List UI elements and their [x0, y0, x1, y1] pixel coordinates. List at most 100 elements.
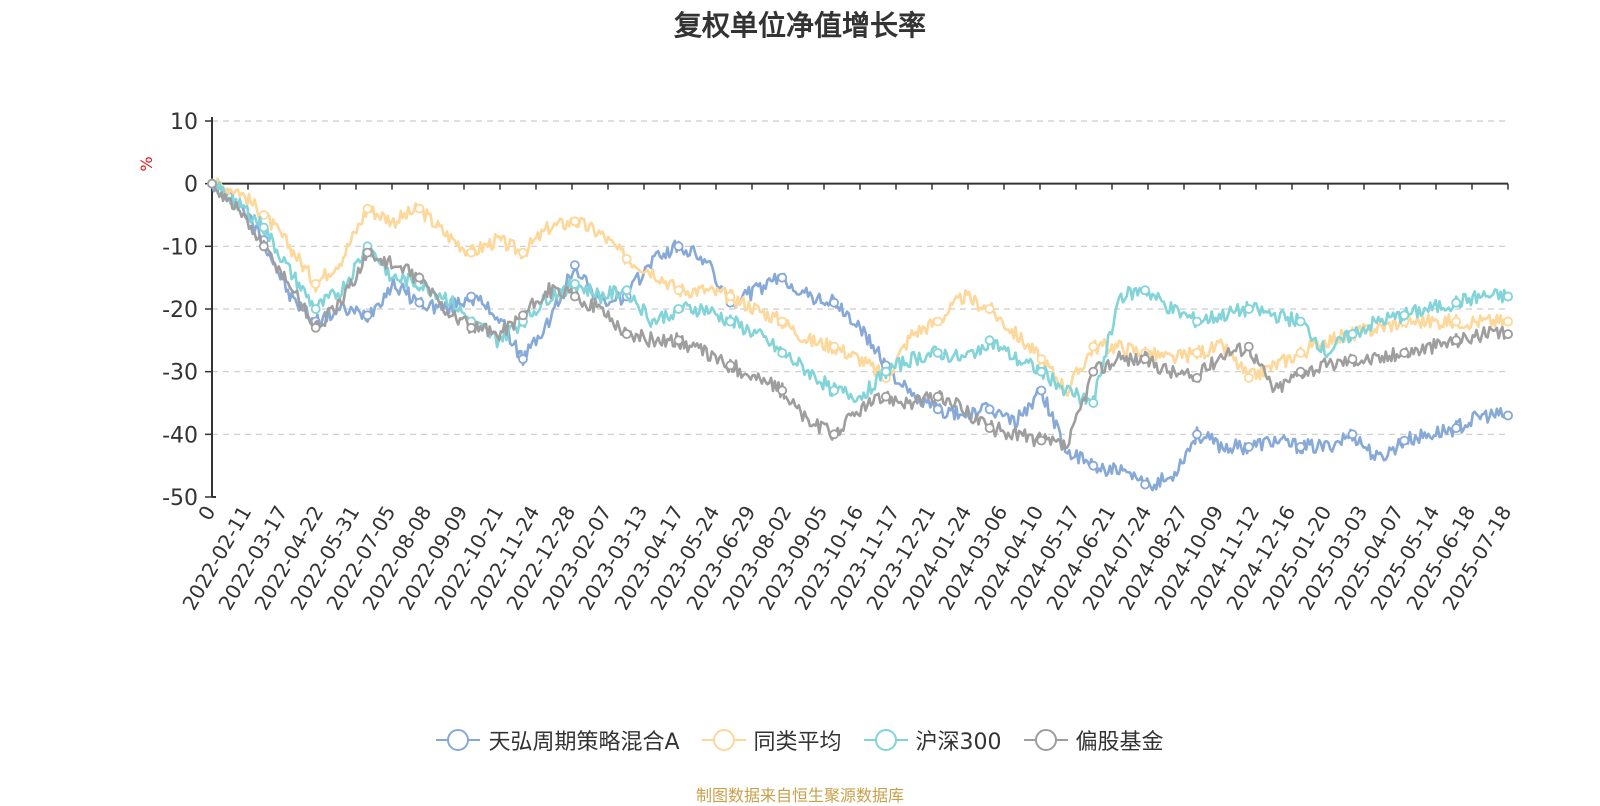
series-point — [466, 291, 477, 302]
series-point — [932, 316, 943, 327]
legend-swatch-icon — [701, 729, 746, 751]
series-point — [881, 366, 891, 377]
legend-item-csi300[interactable]: 沪深300 — [863, 724, 1002, 756]
legend-label: 天弘周期策略混合A — [488, 730, 680, 755]
series-point — [1503, 329, 1513, 340]
y-tick-label: -10 — [162, 235, 198, 260]
series-point — [414, 297, 425, 308]
series-point — [1347, 354, 1358, 365]
series-point — [932, 404, 943, 415]
legend-swatch-icon — [436, 729, 481, 751]
series-point — [621, 253, 632, 264]
legend-label: 沪深300 — [915, 730, 1002, 755]
series-point — [414, 203, 425, 214]
legend-item-category-average[interactable]: 同类平均 — [701, 724, 842, 756]
series-point — [829, 297, 839, 308]
series-point — [258, 241, 269, 252]
series-point — [1243, 372, 1254, 383]
series-point — [570, 291, 580, 302]
series-point — [570, 216, 580, 227]
series-point — [621, 329, 632, 340]
series-point — [207, 178, 217, 189]
series-point — [1192, 372, 1202, 383]
y-axis-unit-label: % — [137, 156, 156, 171]
series-point — [621, 285, 632, 296]
series-point — [1243, 441, 1254, 452]
series-point — [1088, 398, 1099, 408]
series-line — [211, 180, 1510, 451]
series-point — [1295, 316, 1306, 327]
legend-item-equity-fund[interactable]: 偏股基金 — [1023, 724, 1164, 756]
series-point — [310, 322, 321, 333]
series-point — [673, 304, 684, 314]
series-point — [1295, 347, 1306, 358]
series-point — [1347, 329, 1358, 340]
legend-label: 偏股基金 — [1075, 730, 1164, 755]
series-point — [1295, 366, 1306, 377]
series-point — [777, 272, 788, 283]
y-tick-label: -40 — [162, 423, 198, 448]
series-point — [518, 354, 528, 365]
series-point — [1036, 435, 1047, 446]
series-point — [1451, 316, 1462, 327]
series-point — [829, 341, 839, 352]
series-point — [1399, 435, 1410, 446]
y-tick-labels: 10 0 -10 -20 -30 -40 -50 — [162, 110, 198, 511]
series-point — [1036, 366, 1047, 377]
series-point — [984, 423, 995, 434]
series-point — [777, 316, 788, 327]
series-point — [777, 385, 788, 396]
series-point — [725, 360, 736, 371]
series-point — [466, 247, 477, 258]
y-tick-label: -50 — [162, 486, 198, 511]
series-point — [673, 285, 684, 296]
series-line — [210, 177, 1509, 398]
series-point — [518, 310, 528, 321]
y-tick-label: 10 — [170, 110, 198, 135]
series-point — [1451, 335, 1462, 346]
series-point — [725, 316, 736, 327]
series-point — [1192, 347, 1202, 358]
chart-legend: 天弘周期策略混合A 同类平均 沪深300 偏股基金 — [0, 724, 1600, 756]
series-point — [673, 335, 684, 346]
series-point — [1140, 479, 1150, 490]
series-point — [362, 203, 373, 214]
series-point — [1451, 423, 1462, 434]
series-point — [984, 304, 995, 314]
series-point — [932, 391, 943, 402]
grid-lines — [212, 120, 1508, 435]
series-point — [1088, 366, 1099, 377]
series-point — [310, 304, 321, 314]
series-lines — [207, 177, 1513, 492]
series-point — [829, 385, 839, 396]
series-point — [570, 260, 580, 271]
chart-title: 复权单位净值增长率 — [673, 9, 926, 42]
series-point — [1036, 354, 1047, 365]
y-tick-label: -30 — [162, 361, 198, 386]
series-point — [1451, 297, 1462, 308]
series-point — [984, 335, 995, 346]
series-point — [1088, 341, 1099, 352]
series-point — [1243, 341, 1254, 352]
legend-label: 同类平均 — [753, 730, 842, 755]
legend-swatch-icon — [1023, 729, 1068, 751]
y-tick-label: 0 — [184, 173, 198, 198]
series-point — [673, 241, 684, 252]
y-tick-label: -20 — [162, 298, 198, 323]
series-point — [1088, 460, 1099, 471]
series-point — [881, 391, 891, 402]
series-point — [362, 310, 373, 321]
series-point — [1295, 441, 1306, 452]
series-point — [570, 278, 580, 289]
series-point — [777, 347, 788, 358]
series-point — [518, 247, 528, 258]
series-point — [984, 404, 995, 415]
series-point — [1243, 304, 1254, 314]
x-tick-labels: 02022-02-112022-03-172022-04-222022-05-3… — [177, 502, 1516, 615]
legend-item-tianhong[interactable]: 天弘周期策略混合A — [436, 724, 680, 756]
series-point — [1192, 429, 1202, 440]
series-point — [1503, 291, 1513, 302]
series-point — [466, 322, 477, 333]
series-line — [210, 180, 1509, 492]
